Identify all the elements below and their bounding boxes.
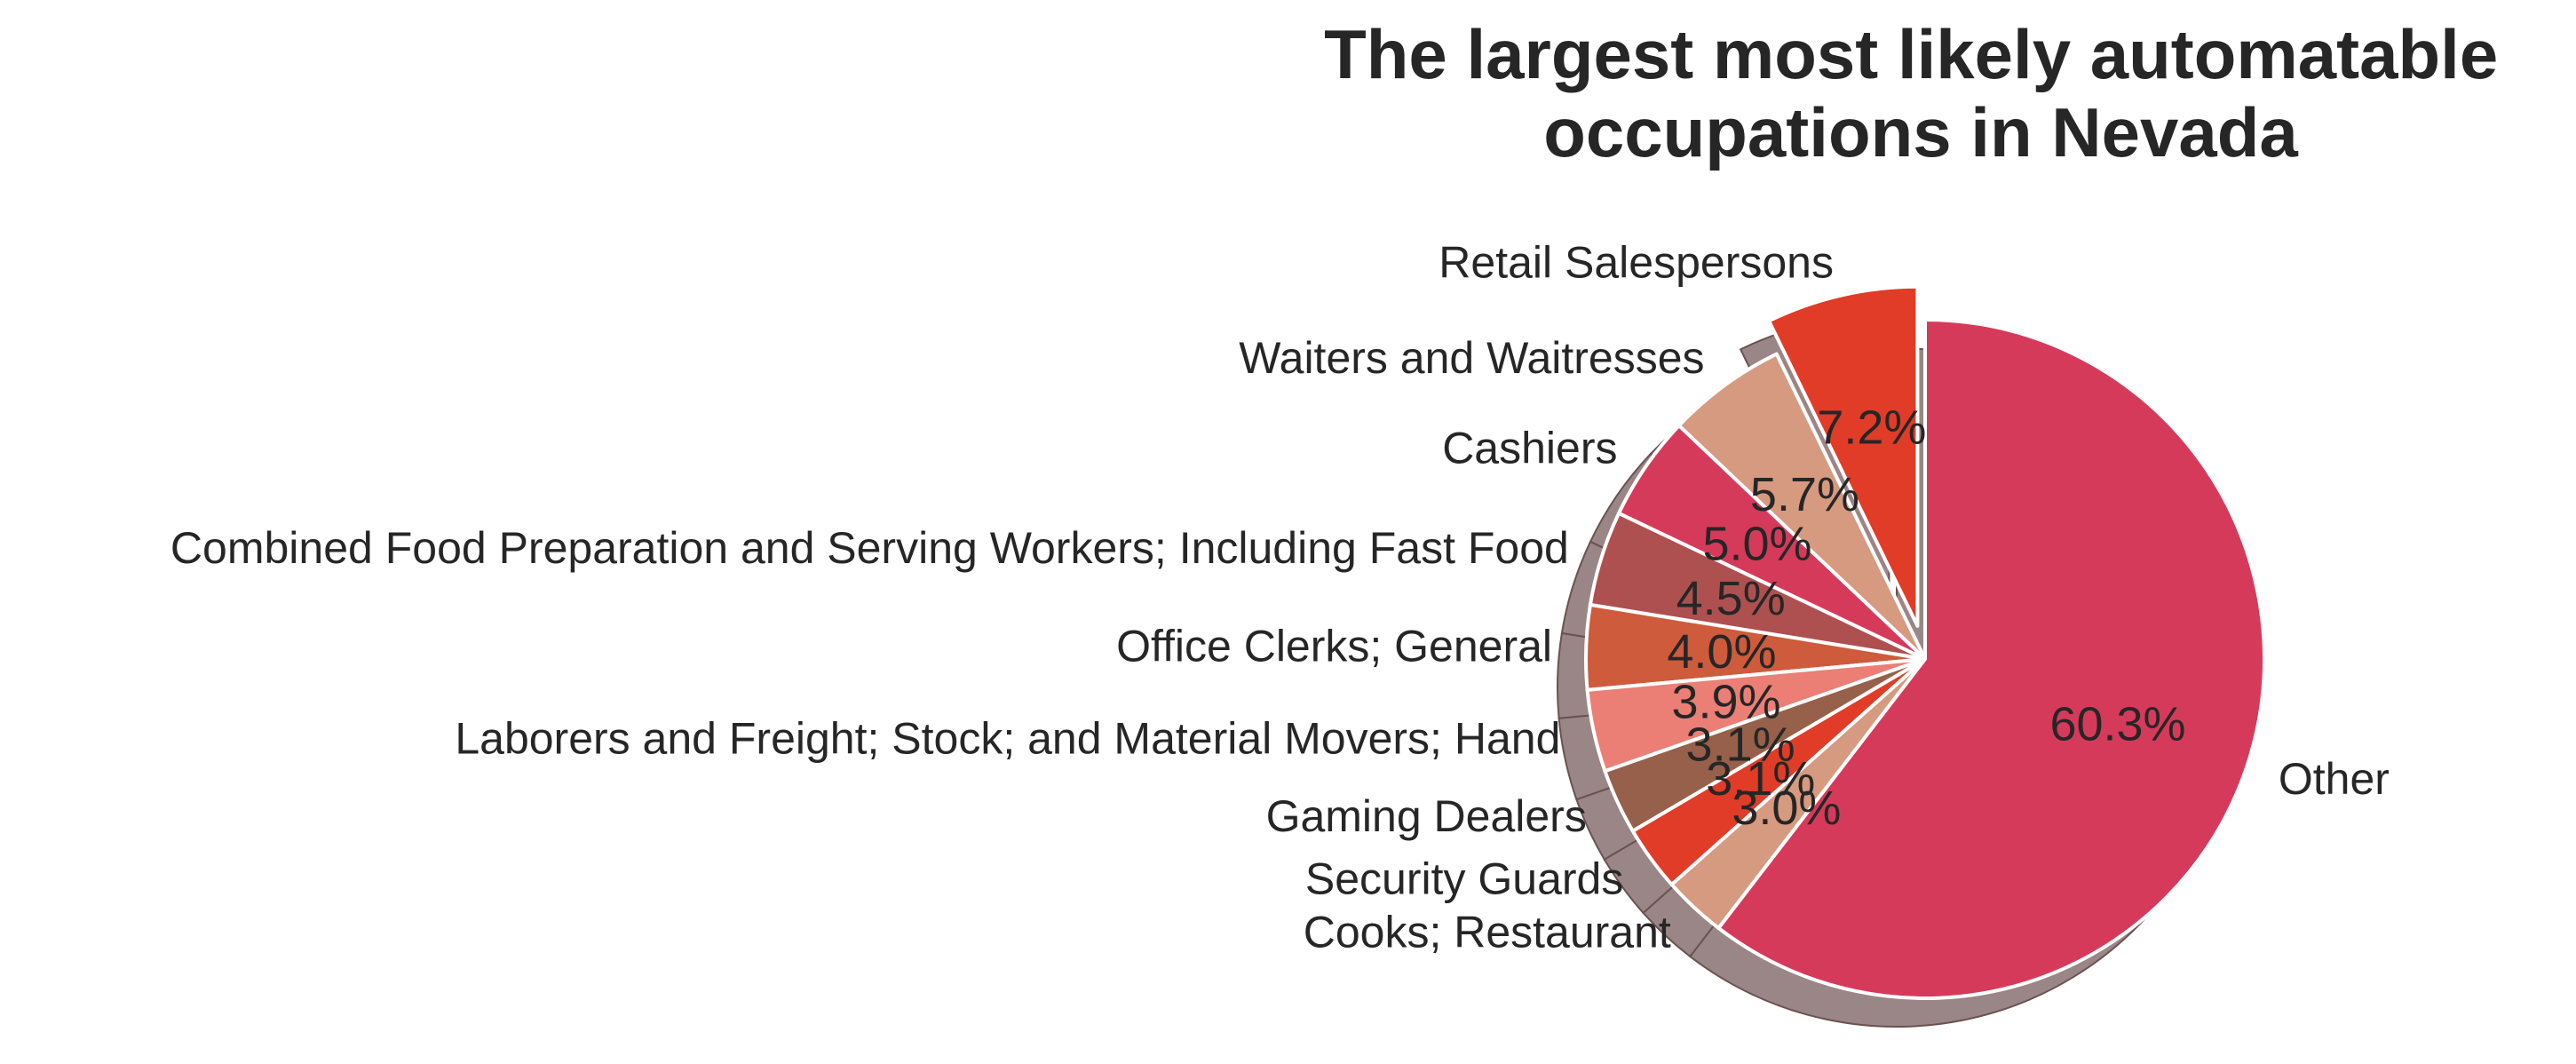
percent-laborers-and-freight-stock-and-material-movers-hand: 3.9%: [1671, 676, 1780, 729]
percent-waiters-and-waitresses: 5.7%: [1750, 468, 1859, 521]
percent-cashiers: 5.0%: [1702, 517, 1811, 570]
label-other: Other: [2279, 754, 2390, 804]
label-office-clerks-general: Office Clerks; General: [1116, 621, 1552, 671]
slice-percent-labels: 7.2%5.7%5.0%4.5%4.0%3.9%3.1%3.1%3.0%60.3…: [1667, 401, 2185, 834]
percent-office-clerks-general: 4.0%: [1667, 625, 1776, 679]
label-cashiers: Cashiers: [1442, 423, 1617, 472]
label-security-guards: Security Guards: [1305, 854, 1623, 903]
label-cooks-restaurant: Cooks; Restaurant: [1304, 908, 1671, 957]
label-waiters-and-waitresses: Waiters and Waitresses: [1239, 333, 1704, 383]
percent-security-guards: 3.1%: [1706, 752, 1815, 806]
pie-wedges: [1584, 284, 2266, 1000]
percent-combined-food-preparation-and-serving-workers-including-fast-food: 4.5%: [1676, 572, 1786, 625]
slice-labels: Retail Salespersons Waiters and Waitresse…: [170, 237, 2390, 957]
label-laborers-and-freight-stock-and-material-movers-hand: Laborers and Freight; Stock; and Materia…: [455, 713, 1560, 763]
chart-title-line-1: The largest most likely automatable: [1324, 15, 2498, 93]
percent-retail-salespersons: 7.2%: [1817, 401, 1926, 454]
percent-gaming-dealers: 3.1%: [1686, 718, 1795, 771]
percent-cooks-restaurant: 3.0%: [1732, 782, 1841, 835]
slice-other: [1716, 318, 2266, 1000]
slice-retail-salespersons: [1767, 284, 1920, 628]
label-gaming-dealers: Gaming Dealers: [1266, 791, 1587, 841]
chart-title: The largest most likely automatable occu…: [1324, 15, 2517, 171]
label-retail-salespersons: Retail Salespersons: [1439, 237, 1834, 287]
slice-waiters-and-waitresses: [1676, 352, 1927, 661]
label-combined-food-preparation-and-serving-workers-including-fast-food: Combined Food Preparation and Serving Wo…: [170, 523, 1569, 573]
percent-other: 60.3%: [2049, 698, 2185, 751]
chart-title-line-2: occupations in Nevada: [1543, 93, 2298, 171]
